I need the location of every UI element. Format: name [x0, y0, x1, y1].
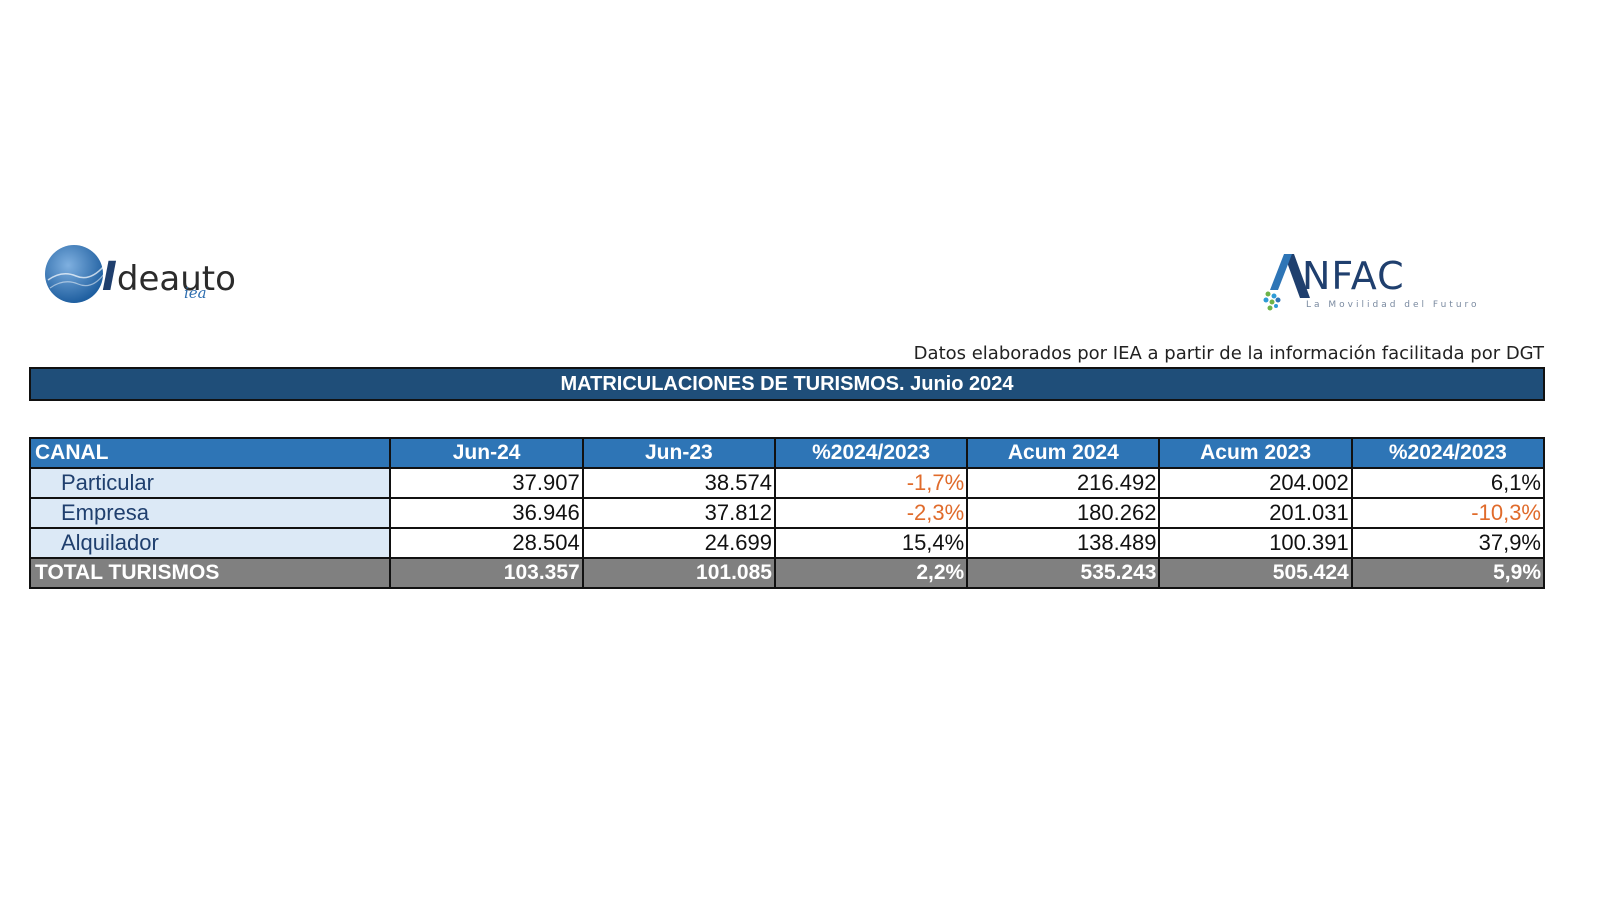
ideauto-wordmark: Ideauto: [102, 254, 236, 300]
table-row: Alquilador 28.504 24.699 15,4% 138.489 1…: [28, 527, 1546, 559]
cell-acum23: 204.002: [1158, 467, 1353, 499]
cell-jun24: 36.946: [389, 497, 584, 529]
cell-pct-acum: 6,1%: [1350, 467, 1546, 499]
anfac-a-icon: [1263, 254, 1310, 311]
total-pct-acum: 5,9%: [1350, 557, 1546, 589]
cell-jun24: 28.504: [389, 527, 584, 559]
source-note: Datos elaborados por IEA a partir de la …: [913, 343, 1544, 364]
cell-pct-month: -1,7%: [773, 467, 969, 499]
cell-jun23: 24.699: [581, 527, 776, 559]
cell-pct-acum: 37,9%: [1350, 527, 1546, 559]
cell-acum23: 100.391: [1158, 527, 1353, 559]
col-header-jun24: Jun-24: [389, 437, 584, 469]
anfac-wordmark: NFAC: [1302, 254, 1405, 298]
total-acum23: 505.424: [1158, 557, 1353, 589]
col-header-canal: CANAL: [28, 437, 392, 469]
row-label: Particular: [28, 467, 392, 499]
table-header-row: CANAL Jun-24 Jun-23 %2024/2023 Acum 2024…: [28, 437, 1546, 469]
row-label: Empresa: [28, 497, 392, 529]
total-row: TOTAL TURISMOS 103.357 101.085 2,2% 535.…: [28, 557, 1546, 589]
col-header-jun23: Jun-23: [581, 437, 776, 469]
col-header-acum23: Acum 2023: [1158, 437, 1353, 469]
ideauto-logo: Ideauto iea: [42, 244, 252, 310]
table-row: Particular 37.907 38.574 -1,7% 216.492 2…: [28, 467, 1546, 499]
cell-pct-month: -2,3%: [773, 497, 969, 529]
cell-pct-acum: -10,3%: [1350, 497, 1546, 529]
cell-acum24: 180.262: [966, 497, 1161, 529]
cell-pct-month: 15,4%: [773, 527, 969, 559]
col-header-acum24: Acum 2024: [966, 437, 1161, 469]
cell-jun23: 38.574: [581, 467, 776, 499]
total-label: TOTAL TURISMOS: [28, 557, 392, 589]
total-acum24: 535.243: [966, 557, 1161, 589]
cell-jun23: 37.812: [581, 497, 776, 529]
row-label: Alquilador: [28, 527, 392, 559]
total-jun24: 103.357: [389, 557, 584, 589]
ideauto-subtitle: iea: [184, 284, 207, 302]
globe-icon: [45, 245, 105, 303]
registrations-table: CANAL Jun-24 Jun-23 %2024/2023 Acum 2024…: [28, 437, 1546, 589]
cell-acum24: 216.492: [966, 467, 1161, 499]
total-jun23: 101.085: [581, 557, 776, 589]
cell-jun24: 37.907: [389, 467, 584, 499]
total-pct-month: 2,2%: [773, 557, 969, 589]
table-row: Empresa 36.946 37.812 -2,3% 180.262 201.…: [28, 497, 1546, 529]
anfac-tagline: La Movilidad del Futuro: [1306, 300, 1480, 310]
report-title: MATRICULACIONES DE TURISMOS. Junio 2024: [29, 367, 1545, 401]
col-header-pct-acum: %2024/2023: [1350, 437, 1546, 469]
col-header-pct-month: %2024/2023: [773, 437, 969, 469]
anfac-logo: NFAC La Movilidad del Futuro: [1262, 250, 1482, 320]
cell-acum24: 138.489: [966, 527, 1161, 559]
cell-acum23: 201.031: [1158, 497, 1353, 529]
